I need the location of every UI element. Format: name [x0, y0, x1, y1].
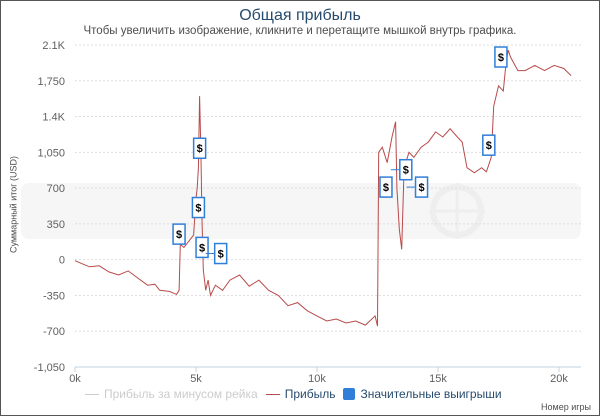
dollar-icon: $ [418, 182, 424, 194]
y-tick-label: -700 [43, 326, 65, 338]
y-tick-label: -1,050 [34, 362, 65, 374]
legend-item-net-rake[interactable]: Прибыль за минусом рейка [85, 387, 258, 401]
dollar-icon: $ [498, 52, 504, 64]
y-axis-label: Суммарный итог (USD) [8, 155, 19, 254]
legend-label: Значительные выигрыши [360, 387, 502, 401]
x-tick-label: 5k [190, 373, 202, 385]
marker-box [191, 196, 206, 219]
significant-win-marker[interactable]: $ [195, 236, 209, 259]
dollar-icon: $ [403, 165, 409, 177]
marker-box [192, 137, 207, 159]
chart-title: Общая прибыль [239, 7, 361, 24]
legend-line-icon [265, 393, 280, 395]
significant-win-marker[interactable]: $ [494, 46, 508, 68]
dollar-icon: $ [197, 143, 203, 155]
y-tick-label: 1,050 [37, 147, 65, 159]
profit-series-line [74, 49, 572, 327]
watermark-band [21, 183, 581, 239]
y-tick-label: 2.1K [42, 40, 65, 52]
x-tick-label: 10k [308, 373, 326, 385]
y-tick-label: 700 [47, 183, 65, 195]
significant-win-marker[interactable]: $ [192, 137, 207, 159]
marker-box [482, 134, 496, 156]
marker-box [172, 223, 186, 245]
x-tick-label: 20k [550, 373, 568, 385]
legend-item-profit[interactable]: Прибыль [265, 387, 336, 401]
marker-box [414, 176, 429, 198]
marker-box [399, 158, 413, 181]
significant-win-marker[interactable]: $ [379, 176, 393, 198]
marker-box [494, 46, 508, 68]
legend-label: Прибыль за минусом рейка [104, 387, 258, 401]
significant-win-marker[interactable]: $ [406, 176, 429, 198]
significant-win-marker[interactable]: $ [482, 134, 496, 156]
y-tick-label: 1,750 [37, 76, 65, 88]
dollar-icon: $ [218, 249, 224, 261]
dollar-icon: $ [486, 140, 492, 152]
x-axis-label: Номер игры [541, 402, 591, 412]
significant-win-marker[interactable]: $ [205, 242, 228, 265]
significant-win-marker[interactable]: $ [172, 223, 186, 245]
dollar-icon: $ [383, 182, 389, 194]
y-tick-label: 0 [59, 255, 65, 267]
legend: Прибыль за минусом рейка Прибыль Значите… [85, 387, 510, 401]
dollar-icon: $ [176, 229, 182, 241]
y-tick-label: 350 [47, 219, 65, 231]
legend-line-icon [85, 393, 99, 395]
marker-box [379, 176, 393, 198]
chart-subtitle: Чтобы увеличить изображение, кликните и … [83, 25, 517, 37]
legend-item-significant-wins[interactable]: Значительные выигрыши [343, 387, 502, 401]
marker-box [213, 242, 228, 265]
significant-win-marker[interactable]: $ [390, 158, 413, 181]
x-tick-label: 0k [69, 373, 81, 385]
y-tick-label: -350 [43, 290, 65, 302]
marker-box [195, 236, 209, 259]
dollar-icon: $ [199, 242, 205, 254]
legend-square-icon [343, 388, 356, 400]
significant-win-marker[interactable]: $ [191, 196, 206, 219]
legend-label: Прибыль [284, 387, 336, 401]
x-tick-label: 15k [429, 373, 447, 385]
dollar-icon: $ [195, 203, 201, 215]
y-tick-label: 1.4K [42, 112, 65, 124]
watermark-logo [21, 183, 581, 239]
